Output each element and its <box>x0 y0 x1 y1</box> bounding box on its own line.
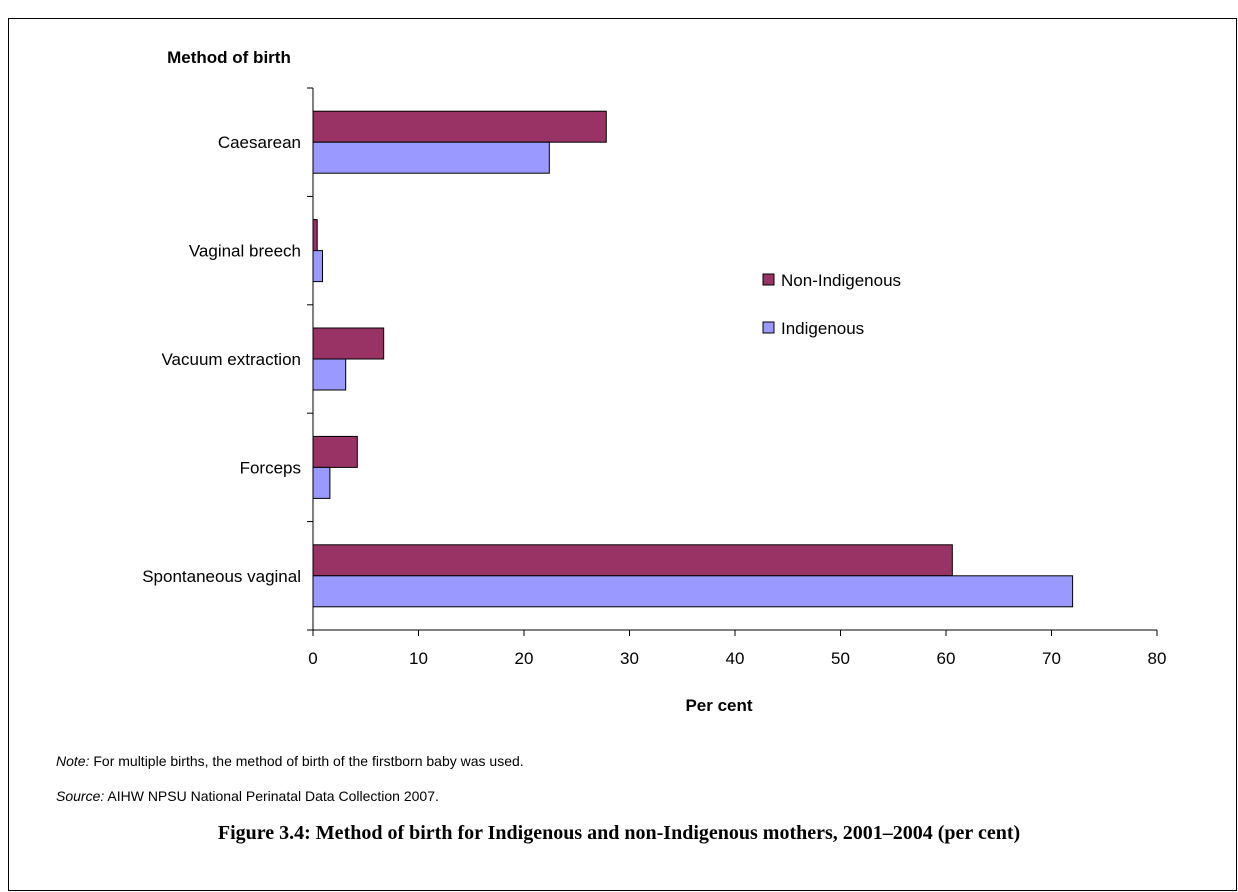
note-line: Note: For multiple births, the method of… <box>56 753 524 769</box>
figure-frame <box>8 18 1237 891</box>
legend-swatch-indigenous <box>762 321 775 334</box>
x-tick-label: 50 <box>831 649 850 668</box>
bar-indigenous-1 <box>312 250 323 283</box>
legend: Non-Indigenous Indigenous <box>762 271 901 338</box>
x-tick-label: 10 <box>409 649 428 668</box>
category-label: Vacuum extraction <box>161 350 301 369</box>
legend-label-non-indigenous: Non-Indigenous <box>781 271 901 290</box>
bar-indigenous-4 <box>312 575 1074 608</box>
category-label: Forceps <box>240 458 301 477</box>
x-tick-label: 70 <box>1042 649 1061 668</box>
legend-swatch-non-indigenous <box>762 273 775 286</box>
note-text: For multiple births, the method of birth… <box>93 753 524 769</box>
x-tick-label: 80 <box>1148 649 1167 668</box>
plot-area: Caesarean Vaginal breech Vacuum extraction… <box>142 87 1167 668</box>
category-label: Vaginal breech <box>189 242 301 261</box>
x-tick-label: 60 <box>937 649 956 668</box>
x-tick-label: 30 <box>620 649 639 668</box>
bar-non-indigenous-2 <box>312 327 385 360</box>
y-axis-title: Method of birth <box>167 48 291 67</box>
bar-indigenous-2 <box>312 358 347 391</box>
x-tick-label: 40 <box>726 649 745 668</box>
x-tick-label: 0 <box>308 649 317 668</box>
source-text: AIHW NPSU National Perinatal Data Collec… <box>107 788 439 804</box>
source-label: Source: <box>56 788 105 804</box>
note-label: Note: <box>56 753 90 769</box>
x-axis-title: Per cent <box>685 696 752 715</box>
source-line: Source: AIHW NPSU National Perinatal Dat… <box>56 788 439 804</box>
bar-non-indigenous-4 <box>312 544 953 577</box>
category-label: Spontaneous vaginal <box>142 567 301 586</box>
figure-caption: Figure 3.4: Method of birth for Indigeno… <box>217 822 1021 844</box>
legend-label-indigenous: Indigenous <box>781 319 864 338</box>
bar-non-indigenous-0 <box>312 110 607 143</box>
bar-indigenous-3 <box>312 466 331 499</box>
bar-non-indigenous-3 <box>312 435 358 468</box>
bar-indigenous-0 <box>312 141 550 174</box>
bar-chart: Method of birth Per cent Caesarean Vagina… <box>142 48 1167 715</box>
x-tick-label: 20 <box>515 649 534 668</box>
category-label: Caesarean <box>218 133 301 152</box>
bar-non-indigenous-1 <box>312 219 318 252</box>
